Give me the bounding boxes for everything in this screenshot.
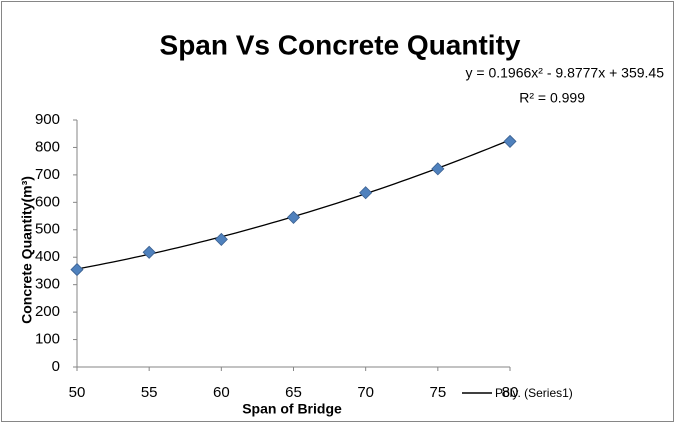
- x-tick-label: 50: [69, 384, 86, 401]
- legend-label: Poly. (Series1): [495, 386, 573, 400]
- data-point: [286, 210, 301, 224]
- x-tick-label: 70: [357, 384, 374, 401]
- y-tick-label: 0: [52, 358, 60, 375]
- x-tick-label: 60: [213, 384, 230, 401]
- x-tick-label: 55: [141, 384, 158, 401]
- data-point: [431, 162, 445, 176]
- data-point: [70, 263, 84, 277]
- equation: y = 0.1966x² - 9.8777x + 359.45: [466, 65, 665, 81]
- y-tick-label: 300: [35, 276, 60, 293]
- x-axis-title: Span of Bridge: [242, 401, 342, 417]
- data-point: [359, 186, 373, 200]
- x-tick-label: 75: [429, 384, 446, 401]
- y-tick-label: 400: [35, 248, 60, 265]
- data-point: [142, 245, 156, 259]
- x-tick-label: 80: [502, 384, 519, 401]
- y-axis-title: Concrete Quantity(m³): [19, 176, 35, 324]
- y-tick-label: 100: [35, 331, 60, 348]
- y-tick-label: 800: [35, 138, 60, 155]
- chart-title: Span Vs Concrete Quantity: [160, 29, 521, 60]
- y-tick-label: 700: [35, 166, 60, 183]
- y-tick-label: 500: [35, 221, 60, 238]
- y-tick-label: 900: [35, 111, 60, 128]
- data-point: [214, 232, 228, 246]
- y-tick-label: 600: [35, 193, 60, 210]
- data-point: [503, 134, 517, 148]
- y-tick-label: 200: [35, 303, 60, 320]
- x-tick-label: 65: [285, 384, 302, 401]
- r-squared: R² = 0.999: [519, 90, 585, 106]
